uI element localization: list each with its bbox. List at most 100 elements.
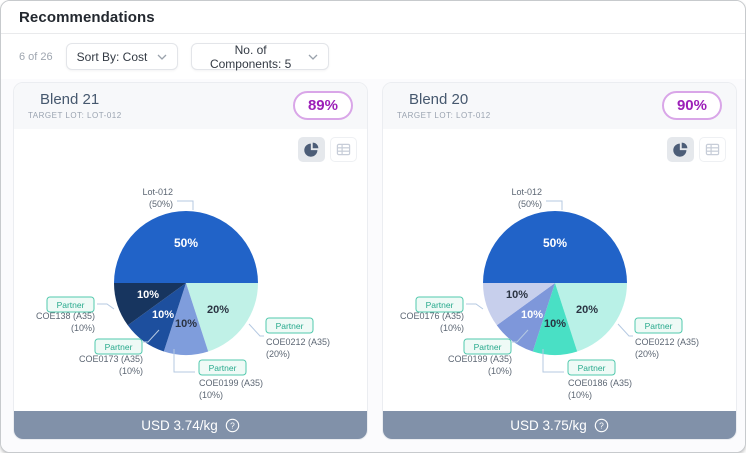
callout-line [248,323,264,337]
callout-percent-label: (50%) [148,199,172,209]
partner-chip [94,338,142,355]
pie-svg: 50% Lot-012 (50%) 20% Partner COE0212 (A35) (2… [35,187,330,400]
callout-percent-label: (20%) [635,349,659,359]
callout-name-label: COE0186 (A35) [568,378,632,388]
blend-cards-row: Blend 21 TARGET LOT: LOT-012 89% 50% Lot-… [1,79,745,452]
callout-name-label: COE138 (A35) [35,311,94,321]
callout-percent-label: (10%) [70,323,94,333]
slice-percent-label: 10% [520,309,542,321]
callout-name-label: COE0199 (A35) [199,378,263,388]
sort-by-dropdown-label: Sort By: Cost [76,49,148,64]
page-title: Recommendations [19,9,155,26]
toolbar: 6 of 26 Sort By: Cost No. of Components:… [1,34,745,79]
partner-chip [415,296,463,313]
callout-line [173,349,195,373]
pie-chart-icon [304,142,319,157]
slice-percent-label: 50% [173,236,197,250]
cost-value: USD 3.75/kg [510,417,587,433]
chart-view-toggle [667,137,726,162]
table-icon [336,143,351,156]
cost-bar: USD 3.75/kg ? [383,411,736,439]
blend-pie-chart[interactable]: 50% Lot-012 (50%) 20% Partner COE0212 (A35) (2… [383,129,736,411]
blend-card-body: 50% Lot-012 (50%) 20% Partner COE0212 (A35) (2… [14,129,367,411]
blend-pie-chart[interactable]: 50% Lot-012 (50%) 20% Partner COE0212 (A35) (2… [14,129,367,411]
pie-slice [127,283,186,352]
page-header: Recommendations [1,1,745,34]
callout-percent-label: (10%) [487,366,511,376]
components-dropdown[interactable]: No. of Components: 5 [190,43,329,71]
slice-percent-label: 20% [206,304,228,316]
callout-line [511,329,528,343]
help-icon[interactable]: ? [225,418,240,433]
results-count: 6 of 26 [19,50,53,63]
cost-value: USD 3.74/kg [141,417,218,433]
slice-percent-label: 10% [543,318,565,330]
target-lot-label: TARGET LOT: LOT-012 [28,111,122,120]
blend-card-20: Blend 20 TARGET LOT: LOT-012 90% 50% Lot-… [382,82,737,440]
callout-line [96,303,114,310]
partner-chip-label: Partner [577,363,605,373]
callout-line [176,200,193,210]
pie-slice [496,283,555,352]
partner-chip-label: Partner [644,321,672,331]
slice-percent-label: 10% [174,318,196,330]
partner-chip [265,317,313,334]
slice-percent-label: 10% [151,309,173,321]
callout-percent-label: (10%) [118,366,142,376]
callout-line [465,303,483,310]
blend-card-body: 50% Lot-012 (50%) 20% Partner COE0212 (A35) (2… [383,129,736,411]
pie-slice [554,283,627,352]
pie-chart-icon [673,142,688,157]
chevron-down-icon [157,54,167,60]
table-icon [705,143,720,156]
callout-name-label: COE0212 (A35) [266,337,330,347]
callout-name-label: COE0176 (A35) [399,311,463,321]
partner-chip-label: Partner [425,300,453,310]
svg-text:?: ? [230,420,235,430]
table-view-button[interactable] [699,137,726,162]
pie-view-button[interactable] [667,137,694,162]
blend-card-header: Blend 20 TARGET LOT: LOT-012 90% [383,83,736,129]
pie-view-button[interactable] [298,137,325,162]
sort-by-dropdown[interactable]: Sort By: Cost [65,43,178,70]
help-icon[interactable]: ? [594,418,609,433]
blend-title: Blend 21 [40,91,100,108]
chart-view-toggle [298,137,357,162]
slice-percent-label: 20% [575,304,597,316]
pie-slice [113,211,258,283]
callout-percent-label: (20%) [266,349,290,359]
svg-text:?: ? [599,420,604,430]
blend-card-header: Blend 21 TARGET LOT: LOT-012 89% [14,83,367,129]
blend-card-21: Blend 21 TARGET LOT: LOT-012 89% 50% Lot-… [13,82,368,440]
callout-line [542,349,564,373]
callout-percent-label: (50%) [517,199,541,209]
partner-chip [567,359,615,376]
partner-chip [46,296,94,313]
partner-chip-label: Partner [275,321,303,331]
pie-slice [185,283,258,352]
partner-chip-label: Partner [208,363,236,373]
pie-slice [163,283,208,356]
callout-percent-label: (10%) [568,390,592,400]
cost-bar: USD 3.74/kg ? [14,411,367,439]
partner-chip-label: Partner [104,342,132,352]
table-view-button[interactable] [330,137,357,162]
callout-percent-label: (10%) [439,323,463,333]
partner-chip-label: Partner [473,342,501,352]
target-lot-label: TARGET LOT: LOT-012 [397,111,491,120]
callout-line [545,200,562,210]
slice-percent-label: 10% [136,289,158,301]
match-score-badge: 90% [661,91,722,120]
pie-svg: 50% Lot-012 (50%) 20% Partner COE0212 (A35) (2… [399,187,699,400]
slice-percent-label: 10% [505,289,527,301]
callout-line [142,329,159,343]
pie-slice [113,283,186,326]
slice-percent-label: 50% [542,236,566,250]
chevron-down-icon [308,54,318,60]
pie-slice [482,283,555,326]
callout-line [617,323,633,337]
match-score-badge: 89% [292,91,353,120]
partner-chip [463,338,511,355]
callout-name-label: COE0212 (A35) [635,337,699,347]
